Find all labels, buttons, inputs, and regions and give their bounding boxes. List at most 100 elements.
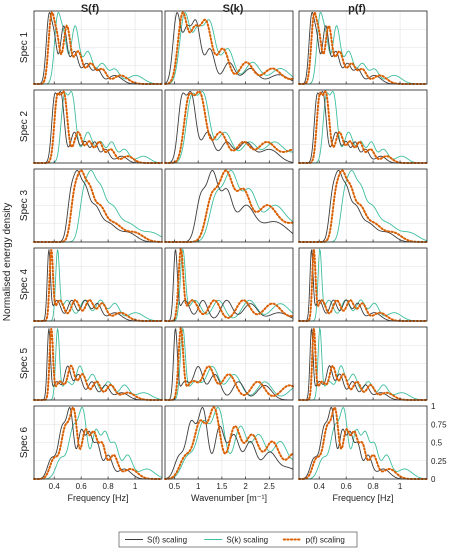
panel-frame bbox=[164, 326, 294, 401]
panel-spec-6-sf: 0.4 0.6 0.8 1 Frequency [Hz] bbox=[33, 405, 163, 503]
panel-spec-1-sf bbox=[33, 10, 163, 85]
series-line-s-k-scaling bbox=[165, 326, 294, 401]
y-tick-label: 0 bbox=[431, 475, 436, 484]
panel-frame bbox=[164, 89, 294, 164]
panel-frame bbox=[164, 247, 294, 322]
y-tick-label: 0.5 bbox=[431, 439, 443, 448]
series-line-s-f-scaling bbox=[34, 406, 162, 480]
panel-spec-4-sf bbox=[33, 247, 163, 322]
series-line-s-k-scaling bbox=[164, 11, 294, 85]
series-line-s-k-scaling bbox=[299, 247, 427, 322]
panel-frame bbox=[33, 326, 163, 401]
series-line-p-f-scaling bbox=[298, 405, 428, 480]
panel-spec-3-sk bbox=[164, 168, 294, 243]
x-tick-label: 1 bbox=[398, 482, 403, 491]
panel-spec-2-pf bbox=[298, 89, 428, 164]
series-line-s-k-scaling bbox=[34, 406, 163, 480]
panel-frame bbox=[298, 168, 428, 243]
x-axis-label-2: Wavenumber [m⁻¹] bbox=[191, 493, 267, 503]
legend-entry: S(f) scaling bbox=[147, 536, 187, 545]
legend-box bbox=[118, 531, 358, 548]
panel-frame bbox=[164, 10, 294, 85]
x-tick-label: 0.6 bbox=[76, 482, 88, 491]
series-line-s-k-scaling bbox=[299, 11, 427, 85]
x-tick-label: 0.5 bbox=[169, 482, 181, 491]
series-line-p-f-scaling bbox=[33, 10, 163, 85]
x-tick-label: 1.5 bbox=[216, 482, 228, 491]
legend-entry: S(k) scaling bbox=[226, 536, 268, 545]
panel-frame bbox=[33, 247, 163, 322]
panel-spec-5-sk bbox=[164, 326, 294, 401]
series-line-s-k-scaling bbox=[299, 169, 428, 243]
panel-frame bbox=[33, 168, 163, 243]
series-line-p-f-scaling bbox=[298, 249, 428, 322]
series-line-s-k-scaling bbox=[34, 249, 163, 322]
series-line-s-k-scaling bbox=[299, 90, 427, 164]
series-line-s-f-scaling bbox=[299, 249, 427, 322]
series-line-p-f-scaling bbox=[33, 90, 163, 164]
panel-frame bbox=[298, 405, 428, 480]
column-title-3: p(f) bbox=[348, 3, 366, 15]
series-line-s-k-scaling bbox=[299, 406, 428, 480]
column-title-2: S(k) bbox=[223, 3, 244, 15]
panel-spec-5-sf bbox=[33, 326, 163, 401]
panel-spec-3-sf bbox=[33, 168, 163, 243]
panel-frame bbox=[164, 168, 294, 243]
x-tick-label: 2.5 bbox=[264, 482, 276, 491]
panel-frame bbox=[33, 405, 163, 480]
panel-spec-6-sk: 0.5 1 1.5 2 2.5 Wavenumber [m⁻¹] bbox=[164, 405, 294, 503]
x-tick-label: 0.6 bbox=[341, 482, 353, 491]
row-label-spec-6: Spec 6 bbox=[19, 426, 30, 458]
series-line-s-k-scaling bbox=[34, 11, 163, 85]
panel-frame bbox=[298, 10, 428, 85]
series-line-p-f-scaling bbox=[33, 328, 163, 401]
legend: S(f) scaling S(k) scaling p(f) scaling bbox=[118, 531, 358, 548]
panel-spec-1-sk bbox=[164, 10, 294, 85]
panel-spec-5-pf bbox=[298, 326, 428, 401]
series-line-p-f-scaling bbox=[164, 247, 294, 322]
column-titles: S(f) S(k) p(f) bbox=[81, 3, 366, 15]
series-line-s-f-scaling bbox=[299, 170, 427, 243]
x-tick-label: 1 bbox=[196, 482, 201, 491]
series-line-s-f-scaling bbox=[34, 11, 162, 85]
series-line-s-f-scaling bbox=[164, 11, 294, 84]
series-line-s-k-scaling bbox=[299, 326, 428, 401]
y-tick-label: 0.25 bbox=[431, 457, 447, 466]
series-line-p-f-scaling bbox=[298, 89, 428, 164]
panel-spec-2-sk bbox=[164, 89, 294, 164]
row-label-spec-3: Spec 3 bbox=[19, 189, 30, 221]
series-line-s-k-scaling bbox=[165, 170, 294, 243]
series-line-p-f-scaling bbox=[164, 169, 294, 243]
panel-frame bbox=[33, 10, 163, 85]
series-line-p-f-scaling bbox=[164, 406, 294, 480]
column-title-1: S(f) bbox=[81, 3, 100, 15]
panel-spec-1-pf bbox=[298, 10, 428, 85]
series-line-p-f-scaling bbox=[164, 326, 294, 401]
series-line-s-f-scaling bbox=[299, 328, 427, 401]
panel-frame bbox=[298, 326, 428, 401]
x-tick-label: 0.4 bbox=[314, 482, 326, 491]
series-line-s-f-scaling bbox=[164, 91, 294, 164]
panel-frame bbox=[298, 247, 428, 322]
series-line-p-f-scaling bbox=[33, 249, 163, 322]
panel-spec-6-pf: 0.4 0.6 0.8 1 Frequency [Hz] 0 0.25 0.5 0.75 1 bbox=[298, 402, 447, 503]
y-tick-label: 1 bbox=[431, 402, 436, 411]
panel-spec-4-pf bbox=[298, 247, 428, 322]
panel-spec-4-sk bbox=[164, 247, 294, 322]
y-axis-label: Normalised energy density bbox=[2, 203, 13, 321]
x-tick-label: 0.8 bbox=[368, 482, 380, 491]
series-line-p-f-scaling bbox=[164, 11, 294, 85]
series-line-p-f-scaling bbox=[33, 405, 163, 480]
row-label-spec-1: Spec 1 bbox=[19, 31, 30, 63]
x-axis-label-1: Frequency [Hz] bbox=[67, 493, 128, 503]
x-tick-label: 2 bbox=[243, 482, 248, 491]
x-tick-label: 0.4 bbox=[49, 482, 61, 491]
series-line-p-f-scaling bbox=[298, 328, 428, 401]
panel-spec-3-pf bbox=[298, 168, 428, 243]
y-tick-label: 0.75 bbox=[431, 420, 447, 429]
series-line-s-k-scaling bbox=[34, 328, 163, 401]
x-tick-label: 1 bbox=[133, 482, 138, 491]
row-label-spec-2: Spec 2 bbox=[19, 110, 30, 142]
